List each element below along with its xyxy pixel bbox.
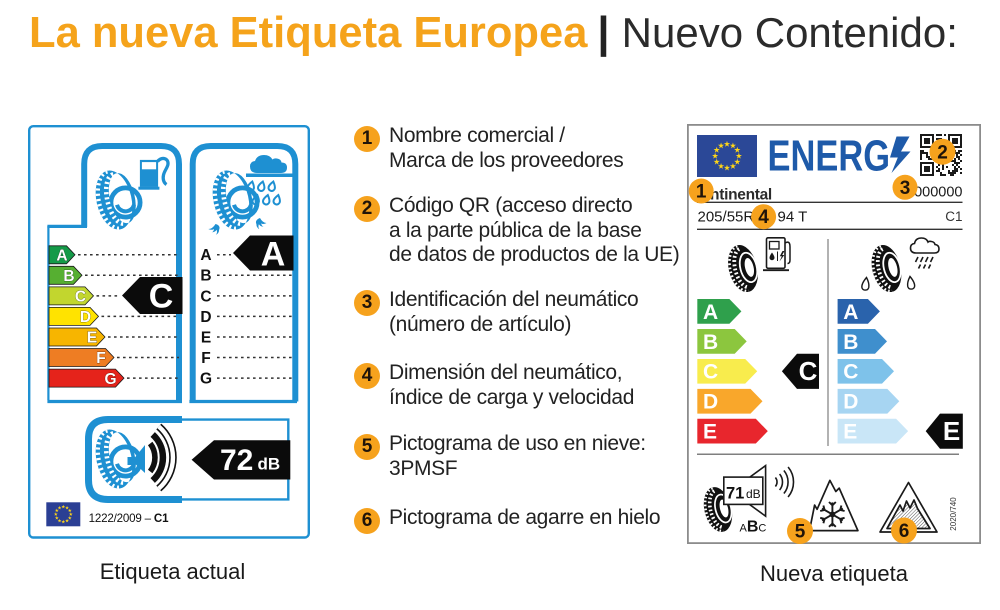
svg-text:dB: dB: [258, 455, 281, 474]
svg-text:1222/2009 – C1: 1222/2009 – C1: [89, 512, 169, 525]
svg-text:B: B: [63, 268, 74, 285]
svg-text:ABC: ABC: [740, 519, 767, 536]
svg-text:dB: dB: [746, 487, 761, 501]
svg-text:3: 3: [900, 178, 911, 199]
svg-text:C: C: [703, 361, 718, 384]
svg-text:E: E: [943, 416, 960, 446]
svg-text:E: E: [201, 329, 211, 346]
svg-text:A: A: [56, 248, 67, 265]
svg-text:1: 1: [696, 182, 707, 203]
svg-text:71: 71: [726, 484, 744, 502]
svg-text:B: B: [200, 268, 211, 285]
svg-text:D: D: [703, 391, 718, 414]
svg-text:D: D: [200, 309, 211, 326]
svg-text:E: E: [87, 330, 97, 347]
svg-text:C: C: [843, 361, 858, 384]
svg-text:B: B: [703, 331, 718, 354]
svg-text:B: B: [843, 331, 858, 354]
svg-text:4: 4: [758, 207, 769, 228]
svg-text:C1: C1: [945, 209, 962, 224]
svg-text:ENERG: ENERG: [768, 132, 891, 181]
svg-text:C: C: [75, 289, 86, 306]
svg-text:A: A: [843, 301, 858, 324]
svg-text:94 T: 94 T: [778, 209, 808, 226]
svg-text:D: D: [80, 309, 91, 326]
svg-text:C: C: [200, 288, 211, 305]
svg-text:G: G: [104, 371, 116, 388]
svg-text:A: A: [200, 247, 211, 264]
svg-text:E: E: [703, 421, 717, 444]
svg-text:2: 2: [937, 142, 948, 163]
svg-text:F: F: [96, 350, 105, 367]
svg-text:J000000: J000000: [907, 185, 963, 201]
svg-text:6: 6: [899, 521, 910, 542]
svg-text:5: 5: [795, 522, 806, 543]
svg-text:G: G: [200, 371, 212, 388]
svg-text:F: F: [201, 350, 210, 367]
svg-text:2020/740: 2020/740: [949, 497, 958, 531]
svg-text:A: A: [703, 301, 718, 324]
svg-text:D: D: [843, 391, 858, 414]
svg-text:A: A: [261, 236, 286, 274]
svg-text:E: E: [843, 421, 857, 444]
svg-text:C: C: [799, 356, 818, 386]
svg-text:72: 72: [220, 444, 253, 477]
svg-text:C: C: [149, 278, 174, 316]
